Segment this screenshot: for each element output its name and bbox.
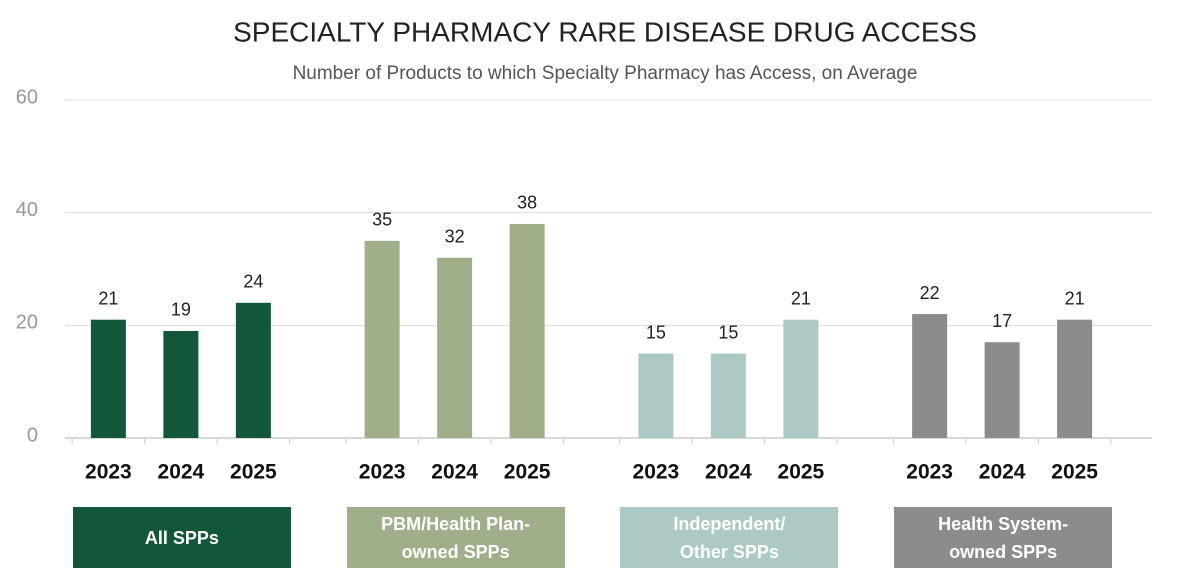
chart-title: SPECIALTY PHARMACY RARE DISEASE DRUG ACC… [233,16,977,47]
bar [710,353,746,438]
group-label: PBM/Health Plan- owned SPPs [346,507,565,568]
bar [1057,319,1093,438]
bar [437,257,473,438]
x-tick-label: 2023 [906,461,953,484]
value-label: 21 [1065,288,1085,308]
bar [509,223,545,438]
y-tick-label: 0 [27,424,38,446]
x-tick-label: 2023 [85,461,132,484]
x-tick-label: 2024 [431,461,478,484]
y-tick-label: 40 [16,199,38,221]
value-label: 15 [646,322,666,342]
value-label: 22 [920,283,940,303]
value-label: 35 [372,210,392,230]
x-tick-label: 2023 [633,461,680,484]
group-label: All SPPs [72,507,291,568]
bar [364,240,400,438]
value-label: 21 [791,288,811,308]
group-label: Independent/ Other SPPs [620,507,839,568]
bar [912,314,948,438]
y-tick-label: 60 [16,86,38,108]
x-tick-label: 2025 [504,461,551,484]
value-label: 15 [718,322,738,342]
x-tick-label: 2024 [705,461,752,484]
x-tick-label: 2024 [979,461,1026,484]
bar [235,302,271,438]
value-label: 21 [98,288,118,308]
bar [163,330,199,438]
x-tick-label: 2025 [778,461,825,484]
value-label: 24 [243,272,263,292]
chart-subtitle: Number of Products to which Specialty Ph… [293,63,918,84]
x-tick-label: 2023 [359,461,406,484]
x-tick-label: 2024 [158,461,205,484]
value-label: 17 [992,311,1012,331]
value-label: 38 [517,193,537,213]
value-label: 32 [445,226,465,246]
x-tick-label: 2025 [1051,461,1098,484]
bar [783,319,819,438]
group-label: Health System- owned SPPs [894,507,1113,568]
bar [638,353,674,438]
y-tick-label: 20 [16,312,38,334]
value-label: 19 [171,300,191,320]
bar [984,342,1020,438]
x-tick-label: 2025 [230,461,277,484]
bar [90,319,126,438]
